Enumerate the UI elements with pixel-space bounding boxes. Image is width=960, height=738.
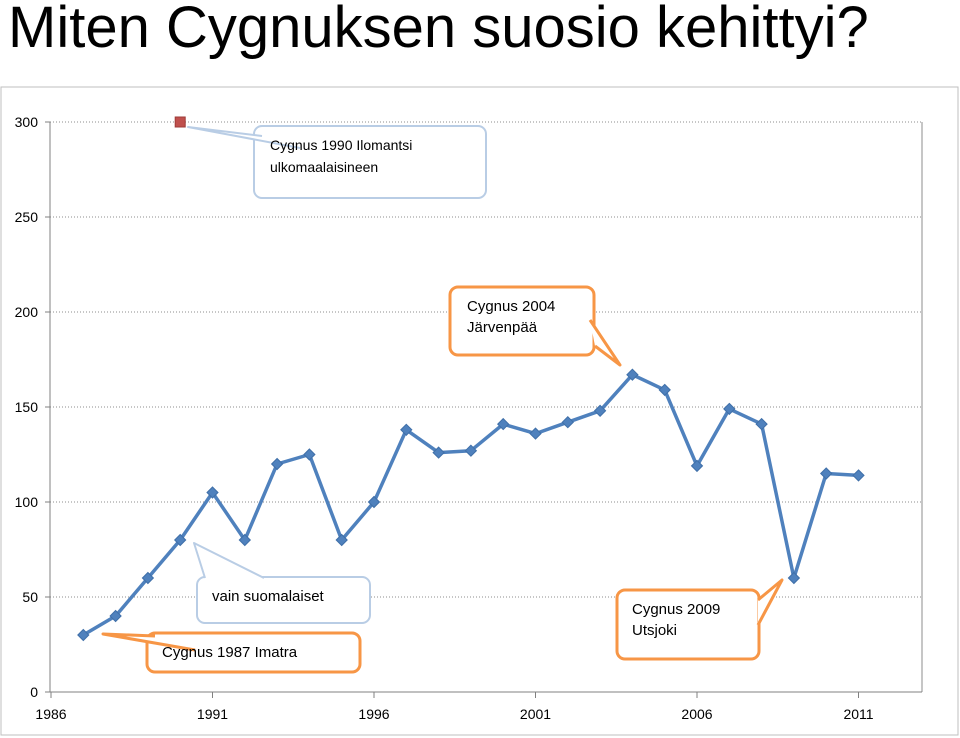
data-point [77, 628, 90, 642]
data-point-square [174, 116, 186, 128]
callout-box [448, 285, 596, 357]
callout-box [253, 125, 487, 199]
data-point [206, 486, 219, 499]
callout-utsjoki: Cygnus 2009 Utsjoki [615, 578, 784, 661]
x-tick-label: 2011 [843, 706, 873, 722]
data-point [367, 495, 381, 509]
callout-box [196, 576, 371, 624]
data-point [432, 446, 445, 459]
callout-jarvenpaa: Cygnus 2004 Järvenpää [448, 285, 622, 367]
data-point [141, 571, 155, 585]
callout-text-line: Cygnus 1987 Imatra [162, 644, 298, 661]
data-point [787, 571, 801, 585]
series-0 [77, 368, 865, 642]
y-tick-label: 300 [15, 114, 39, 130]
data-point [529, 427, 542, 440]
callout-text-line: vain suomalaiset [212, 588, 325, 605]
callout-text-line: Cygnus 2004 [467, 298, 555, 315]
y-tick-label: 250 [15, 209, 39, 225]
axes [45, 121, 923, 698]
callout-pointer [193, 542, 265, 579]
y-tick-label: 50 [22, 589, 38, 605]
callout-pointer [187, 126, 301, 149]
callout-pointer [101, 632, 196, 652]
callout-pointer [756, 578, 784, 626]
y-tick-label: 200 [15, 304, 39, 320]
data-point [690, 459, 704, 473]
callout-text-line: Cygnus 2009 [632, 601, 720, 618]
data-point [658, 383, 671, 397]
x-tick-label: 1996 [358, 706, 389, 722]
data-point [496, 417, 510, 431]
x-tick-label: 1991 [197, 706, 228, 722]
series-1 [174, 116, 186, 128]
series [77, 116, 865, 642]
annotations: Cygnus 1990 IlomantsiulkomaalaisineenCyg… [101, 125, 784, 674]
data-point [723, 402, 736, 416]
callout-box [145, 631, 362, 674]
callout-text-line: ulkomaalaisineen [270, 159, 378, 175]
data-point [819, 467, 833, 480]
page-title: Miten Cygnuksen suosio kehittyi? [8, 0, 869, 60]
data-point [755, 417, 768, 431]
callout-text-line: Järvenpää [467, 319, 538, 336]
callout-suomalaiset: vain suomalaiset [193, 542, 371, 624]
x-tick-label: 1986 [35, 706, 66, 722]
data-point [626, 368, 639, 381]
callout-text-line: Cygnus 1990 Ilomantsi [270, 137, 412, 153]
y-tick-label: 0 [30, 684, 38, 700]
y-tick-label: 100 [15, 494, 39, 510]
callout-ilomantsi: Cygnus 1990 Ilomantsi ulkomaalaisineen [187, 125, 487, 199]
chart-outer-border [0, 86, 959, 736]
data-point [173, 533, 187, 547]
callout-pointer [588, 319, 622, 367]
data-point [561, 415, 575, 429]
data-point [238, 533, 252, 547]
data-point [852, 469, 865, 482]
x-tick-label: 2006 [681, 706, 712, 722]
data-point [593, 404, 607, 418]
data-point [109, 609, 122, 623]
data-point [303, 448, 316, 461]
callout-imatra: Cygnus 1987 Imatra [101, 631, 362, 674]
callout-text-line: Utsjoki [632, 622, 677, 639]
tick-labels: 0 50 100 150 200 250 300 1986 1991 1996 2001 2006 20… [15, 114, 874, 722]
y-tick-label: 150 [15, 399, 39, 415]
data-point [270, 457, 284, 471]
x-tick-label: 2001 [520, 706, 551, 722]
data-point [464, 444, 478, 457]
data-point [335, 533, 348, 547]
data-point [400, 423, 413, 437]
